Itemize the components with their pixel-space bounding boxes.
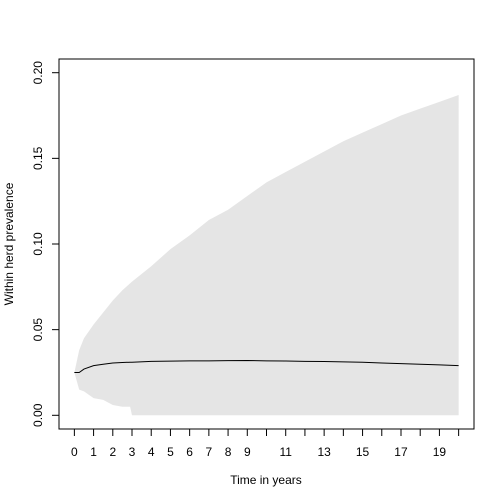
x-tick-label: 7 xyxy=(206,445,213,459)
x-tick-label: 17 xyxy=(394,445,408,459)
x-tick-label: 6 xyxy=(186,445,193,459)
x-tick-label: 15 xyxy=(356,445,370,459)
x-tick-label: 19 xyxy=(433,445,447,459)
x-tick-label: 13 xyxy=(317,445,331,459)
x-tick-label: 0 xyxy=(71,445,78,459)
y-axis-label: Within herd prevalence xyxy=(2,182,16,305)
x-tick-label: 4 xyxy=(148,445,155,459)
x-axis-label: Time in years xyxy=(230,473,302,487)
x-tick-label: 3 xyxy=(129,445,136,459)
mean-line xyxy=(74,359,459,373)
x-tick-label: 9 xyxy=(244,445,251,459)
x-tick-label: 1 xyxy=(90,445,97,459)
x-tick-label: 8 xyxy=(225,445,232,459)
y-tick-label: 0.10 xyxy=(31,232,45,256)
x-tick-label: 2 xyxy=(109,445,116,459)
x-tick-label: 11 xyxy=(279,445,292,459)
y-tick-label: 0.15 xyxy=(31,146,45,170)
x-tick-label: 5 xyxy=(167,445,174,459)
confidence-band xyxy=(74,94,459,416)
y-tick-label: 0.00 xyxy=(31,403,45,427)
y-tick-label: 0.20 xyxy=(31,61,45,85)
y-tick-label: 0.05 xyxy=(31,318,45,342)
